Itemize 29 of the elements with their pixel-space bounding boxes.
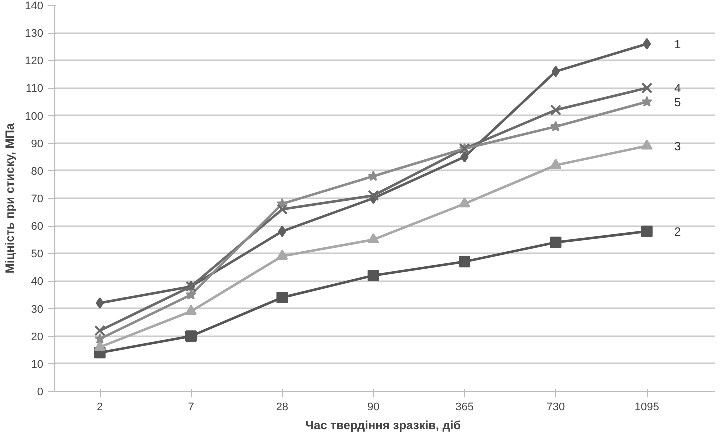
x-tick-label: 730 <box>546 402 566 414</box>
x-tick-label: 1095 <box>634 402 660 414</box>
x-tick-label: 2 <box>97 402 104 414</box>
y-tick-label: 60 <box>31 221 44 234</box>
y-tick-label: 0 <box>37 386 44 398</box>
y-tick-label: 10 <box>31 358 44 371</box>
series-label: 5 <box>674 96 682 110</box>
x-tick-label: 28 <box>276 402 289 414</box>
y-tick-label: 90 <box>31 138 44 150</box>
y-tick-label: 40 <box>31 276 44 288</box>
y-axis-title: Міцність при стиску, МПа <box>3 123 18 274</box>
x-tick-label: 365 <box>456 402 474 414</box>
y-tick-label: 50 <box>31 248 44 261</box>
y-tick-label: 30 <box>31 304 44 316</box>
y-tick-label: 20 <box>31 331 44 344</box>
y-tick-label: 100 <box>25 110 44 123</box>
series-label: 2 <box>674 225 682 240</box>
y-tick-label: 110 <box>26 83 44 96</box>
x-tick-label: 90 <box>367 402 380 414</box>
y-tick-label: 130 <box>25 28 44 40</box>
series-label: 4 <box>674 82 682 96</box>
x-tick-label: 7 <box>188 402 194 414</box>
text: 1 <box>674 38 682 52</box>
y-tick-label: 140 <box>25 0 44 12</box>
x-axis-title: Час твердіння зразків, діб <box>306 418 462 432</box>
y-tick-label: 120 <box>25 56 44 68</box>
y-tick-label: 70 <box>31 194 44 206</box>
y-tick-label: 80 <box>31 166 44 178</box>
series-label: 3 <box>674 140 682 154</box>
